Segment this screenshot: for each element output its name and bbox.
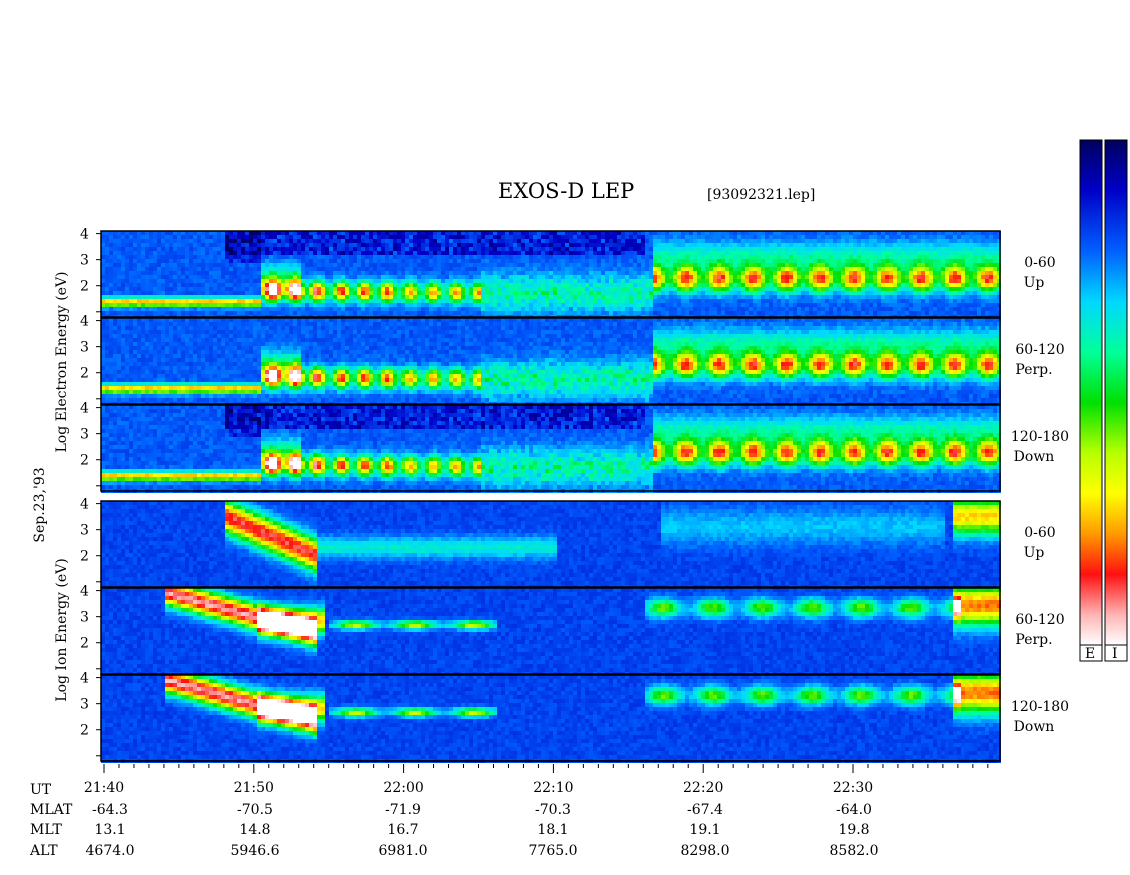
colorbar-electron-label: E [1085, 646, 1095, 662]
ephemeris-label: MLAT [30, 802, 73, 818]
ephemeris-value: 13.1 [94, 822, 125, 838]
y-tick-label: 2 [80, 549, 89, 565]
y-tick-label: 4 [80, 401, 89, 417]
panel-angle-label: 0-60 [1024, 255, 1055, 271]
y-tick-label: 3 [80, 253, 89, 269]
colorbar-electron: E [1079, 139, 1103, 662]
date-label: Sep.23,'93 [32, 467, 48, 542]
y-tick-label: 4 [80, 314, 89, 330]
ephemeris-value: -70.5 [237, 802, 273, 818]
ephemeris-value: -64.0 [836, 802, 872, 818]
ephemeris-value: 14.8 [239, 822, 270, 838]
x-tick-label: 22:20 [683, 780, 723, 796]
ephemeris-value: 16.7 [387, 822, 418, 838]
x-tick-label: 22:10 [533, 780, 573, 796]
ephemeris-value: 5946.6 [231, 843, 280, 859]
ephemeris-value: -71.9 [385, 802, 421, 818]
panel-direction-label: Down [1014, 449, 1055, 465]
ephemeris-value: -70.3 [535, 802, 571, 818]
electron-ylabel: Log Electron Energy (eV) [54, 271, 70, 452]
ephemeris-value: 6981.0 [379, 843, 428, 859]
panel-ion-0 [100, 500, 1001, 589]
y-tick-label: 2 [80, 636, 89, 652]
panel-angle-label: 0-60 [1024, 525, 1055, 541]
panel-direction-label: Perp. [1015, 632, 1052, 648]
panel-ion-2 [100, 674, 1001, 763]
x-tick-label: 22:00 [383, 780, 423, 796]
ephemeris-label: MLT [30, 822, 62, 838]
panel-angle-label: 120-180 [1011, 429, 1069, 445]
x-tick-label: 22:30 [833, 780, 873, 796]
panel-electron-0 [100, 230, 1001, 319]
panel-direction-label: Up [1024, 275, 1045, 291]
y-tick-label: 4 [80, 671, 89, 687]
y-tick-label: 4 [80, 584, 89, 600]
panel-angle-label: 60-120 [1015, 342, 1064, 358]
y-tick-label: 3 [80, 427, 89, 443]
file-name: [93092321.lep] [707, 187, 815, 203]
ephemeris-label: UT [30, 782, 52, 798]
ephemeris-value: -67.4 [687, 802, 723, 818]
colorbar-ion: I [1104, 139, 1128, 662]
y-tick-label: 3 [80, 697, 89, 713]
panel-angle-label: 120-180 [1011, 699, 1069, 715]
ephemeris-value: 19.1 [689, 822, 720, 838]
panel-angle-label: 60-120 [1015, 612, 1064, 628]
y-tick-label: 2 [80, 279, 89, 295]
y-tick-label: 4 [80, 227, 89, 243]
panel-direction-label: Down [1014, 719, 1055, 735]
ephemeris-value: 8298.0 [681, 843, 730, 859]
ephemeris-value: 7765.0 [529, 843, 578, 859]
panel-direction-label: Up [1024, 545, 1045, 561]
ephemeris-value: 18.1 [537, 822, 568, 838]
ephemeris-label: ALT [29, 843, 58, 859]
ion-ylabel: Log Ion Energy (eV) [54, 558, 70, 701]
x-tick-label: 21:40 [84, 780, 124, 796]
y-tick-label: 2 [80, 453, 89, 469]
y-tick-label: 3 [80, 523, 89, 539]
chart-title: EXOS-D LEP [498, 179, 634, 203]
y-tick-label: 3 [80, 610, 89, 626]
colorbar-ion-label: I [1112, 646, 1118, 662]
ephemeris-table: UT MLAT -64.3 -70.5 -71.9 -70.3 -67.4 -64.0 MLT 1… [29, 782, 879, 859]
ephemeris-value: 8582.0 [830, 843, 879, 859]
y-tick-label: 4 [80, 497, 89, 513]
y-tick-label: 3 [80, 340, 89, 356]
panel-labels: 0-60 Up 60-120 Perp. 120-180 Down 0-60 Up 60-120… [1011, 255, 1069, 735]
axes: 2 3 4 2 3 4 2 3 4 2 3 4 2 3 4 2 3 4 21:40 21:50 22:00 22:10 22… [80, 227, 1000, 796]
x-tick-label: 21:50 [234, 780, 274, 796]
panel-ion-1 [100, 587, 1001, 676]
ephemeris-value: 4674.0 [86, 843, 135, 859]
ephemeris-value: -64.3 [92, 802, 128, 818]
y-tick-label: 2 [80, 723, 89, 739]
panel-direction-label: Perp. [1015, 362, 1052, 378]
panel-electron-1 [100, 317, 1001, 406]
spectrogram-panels [100, 230, 1001, 763]
ephemeris-value: 19.8 [838, 822, 869, 838]
y-tick-label: 2 [80, 366, 89, 382]
panel-electron-2 [100, 404, 1001, 493]
